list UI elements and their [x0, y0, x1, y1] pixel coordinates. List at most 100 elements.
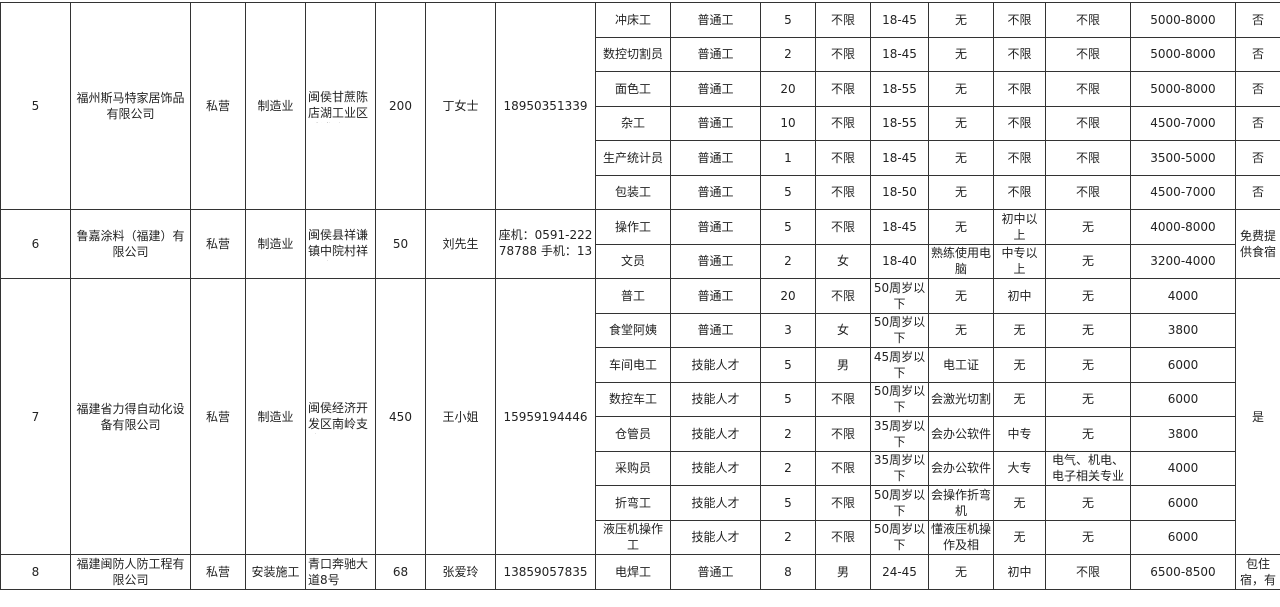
cell-skills[interactable]: 无 — [928, 209, 994, 245]
cell-major[interactable]: 不限 — [1045, 105, 1131, 141]
cell-count[interactable]: 3 — [760, 312, 816, 348]
cell-skills[interactable]: 无 — [928, 105, 994, 141]
cell-gender[interactable]: 不限 — [815, 381, 871, 417]
cell-count[interactable]: 2 — [760, 519, 816, 555]
cell-headcount[interactable]: 50 — [375, 209, 426, 279]
cell-age[interactable]: 18-45 — [870, 209, 929, 245]
cell-address[interactable]: 闽侯县祥谦镇中院村祥通路89号 — [305, 209, 376, 279]
cell-education[interactable]: 大专 — [993, 450, 1046, 486]
cell-salary[interactable]: 4500-7000 — [1130, 174, 1236, 210]
cell-count[interactable]: 5 — [760, 2, 816, 38]
cell-age[interactable]: 50周岁以下 — [870, 381, 929, 417]
cell-major[interactable]: 不限 — [1045, 174, 1131, 210]
cell-age[interactable]: 50周岁以下 — [870, 312, 929, 348]
cell-category[interactable]: 技能人才 — [670, 450, 761, 486]
cell-title[interactable]: 电焊工 — [595, 554, 671, 590]
cell-welfare[interactable]: 免费提供食宿 — [1235, 209, 1280, 279]
cell-major[interactable]: 不限 — [1045, 554, 1131, 590]
cell-title[interactable]: 面色工 — [595, 71, 671, 107]
cell-count[interactable]: 20 — [760, 71, 816, 107]
cell-age[interactable]: 35周岁以下 — [870, 450, 929, 486]
cell-major[interactable]: 无 — [1045, 485, 1131, 521]
cell-major[interactable]: 不限 — [1045, 36, 1131, 72]
cell-contact[interactable]: 刘先生 — [425, 209, 496, 279]
cell-major[interactable]: 无 — [1045, 209, 1131, 245]
cell-education[interactable]: 中专以上 — [993, 243, 1046, 279]
cell-category[interactable]: 普通工 — [670, 71, 761, 107]
cell-salary[interactable]: 6500-8500 — [1130, 554, 1236, 590]
cell-count[interactable]: 5 — [760, 209, 816, 245]
cell-education[interactable]: 不限 — [993, 71, 1046, 107]
cell-title[interactable]: 折弯工 — [595, 485, 671, 521]
cell-education[interactable]: 无 — [993, 519, 1046, 555]
cell-major[interactable]: 不限 — [1045, 140, 1131, 176]
cell-education[interactable]: 不限 — [993, 2, 1046, 38]
cell-salary[interactable]: 5000-8000 — [1130, 2, 1236, 38]
cell-major[interactable]: 无 — [1045, 347, 1131, 383]
cell-age[interactable]: 18-50 — [870, 174, 929, 210]
cell-category[interactable]: 普通工 — [670, 2, 761, 38]
cell-salary[interactable]: 5000-8000 — [1130, 71, 1236, 107]
cell-title[interactable]: 液压机操作工 — [595, 519, 671, 555]
cell-age[interactable]: 50周岁以下 — [870, 278, 929, 314]
cell-count[interactable]: 2 — [760, 36, 816, 72]
cell-count[interactable]: 5 — [760, 174, 816, 210]
cell-education[interactable]: 不限 — [993, 140, 1046, 176]
cell-category[interactable]: 普通工 — [670, 243, 761, 279]
cell-gender[interactable]: 不限 — [815, 174, 871, 210]
cell-age[interactable]: 35周岁以下 — [870, 416, 929, 452]
cell-category[interactable]: 技能人才 — [670, 519, 761, 555]
cell-age[interactable]: 24-45 — [870, 554, 929, 590]
cell-category[interactable]: 普通工 — [670, 140, 761, 176]
cell-skills[interactable]: 无 — [928, 140, 994, 176]
cell-category[interactable]: 技能人才 — [670, 485, 761, 521]
cell-count[interactable]: 2 — [760, 450, 816, 486]
cell-skills[interactable]: 无 — [928, 312, 994, 348]
cell-age[interactable]: 50周岁以下 — [870, 519, 929, 555]
cell-education[interactable]: 无 — [993, 312, 1046, 348]
cell-major[interactable]: 不限 — [1045, 71, 1131, 107]
cell-education[interactable]: 初中以上 — [993, 209, 1046, 245]
cell-age[interactable]: 18-55 — [870, 105, 929, 141]
cell-gender[interactable]: 男 — [815, 554, 871, 590]
cell-gender[interactable]: 不限 — [815, 209, 871, 245]
cell-salary[interactable]: 4000-8000 — [1130, 209, 1236, 245]
cell-category[interactable]: 技能人才 — [670, 347, 761, 383]
cell-contact[interactable]: 王小姐 — [425, 278, 496, 555]
cell-salary[interactable]: 4000 — [1130, 450, 1236, 486]
cell-phone[interactable]: 13859057835 — [495, 554, 596, 590]
cell-major[interactable]: 无 — [1045, 243, 1131, 279]
cell-salary[interactable]: 3800 — [1130, 416, 1236, 452]
cell-address[interactable]: 闽侯甘蔗陈店湖工业区过浦路12号 — [305, 2, 376, 210]
cell-salary[interactable]: 3800 — [1130, 312, 1236, 348]
cell-contact[interactable]: 丁女士 — [425, 2, 496, 210]
cell-major[interactable]: 不限 — [1045, 2, 1131, 38]
cell-count[interactable]: 2 — [760, 416, 816, 452]
cell-company-name[interactable]: 鲁嘉涂料（福建）有限公司 — [70, 209, 191, 279]
cell-count[interactable]: 1 — [760, 140, 816, 176]
cell-no[interactable]: 5 — [0, 2, 71, 210]
cell-count[interactable]: 5 — [760, 347, 816, 383]
cell-skills[interactable]: 无 — [928, 71, 994, 107]
cell-title[interactable]: 车间电工 — [595, 347, 671, 383]
cell-phone[interactable]: 18950351339 — [495, 2, 596, 210]
cell-company-name[interactable]: 福建闽防人防工程有限公司 — [70, 554, 191, 590]
cell-education[interactable]: 初中 — [993, 554, 1046, 590]
cell-salary[interactable]: 5000-8000 — [1130, 36, 1236, 72]
cell-title[interactable]: 食堂阿姨 — [595, 312, 671, 348]
cell-category[interactable]: 普通工 — [670, 209, 761, 245]
cell-category[interactable]: 普通工 — [670, 36, 761, 72]
cell-age[interactable]: 50周岁以下 — [870, 485, 929, 521]
cell-contact[interactable]: 张爱玲 — [425, 554, 496, 590]
cell-title[interactable]: 操作工 — [595, 209, 671, 245]
cell-age[interactable]: 45周岁以下 — [870, 347, 929, 383]
cell-major[interactable]: 无 — [1045, 278, 1131, 314]
cell-ownership-type[interactable]: 私营 — [190, 209, 246, 279]
cell-title[interactable]: 生产统计员 — [595, 140, 671, 176]
cell-skills[interactable]: 无 — [928, 2, 994, 38]
cell-gender[interactable]: 不限 — [815, 2, 871, 38]
cell-age[interactable]: 18-45 — [870, 2, 929, 38]
cell-category[interactable]: 技能人才 — [670, 381, 761, 417]
cell-count[interactable]: 2 — [760, 243, 816, 279]
cell-title[interactable]: 数控切割员 — [595, 36, 671, 72]
